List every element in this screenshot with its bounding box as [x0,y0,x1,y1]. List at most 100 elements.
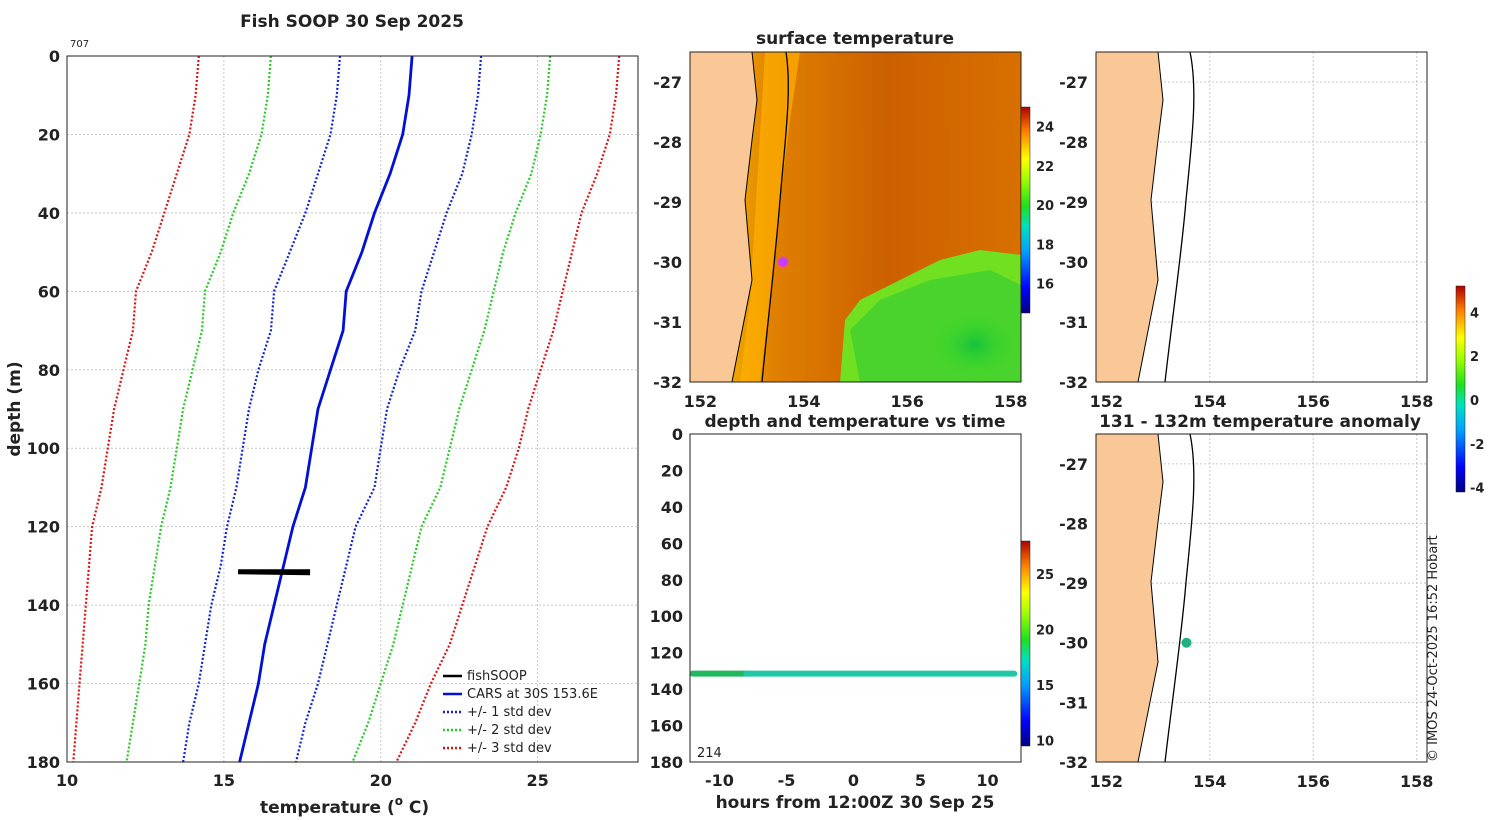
timeseries-corner-label: 214 [697,746,722,761]
y-tick-label: 20 [38,125,60,144]
colorbar-tick-label: 20 [1036,199,1054,214]
lat-tick-label: -31 [653,313,682,332]
lat-tick-label: -30 [1059,253,1088,272]
xlabel-end: C) [403,798,429,818]
series-line-minus1 [182,55,342,763]
lat-tick-label: -29 [1059,574,1088,593]
depth-tick-label: 180 [650,753,683,772]
lat-tick-label: -31 [1059,693,1088,712]
y-tick-label: 120 [27,518,60,537]
xlabel-text: temperature ( [260,798,395,818]
lon-tick-label: 152 [1090,772,1123,791]
lat-tick-label: -28 [1059,133,1088,152]
colorbar-tick-label: 25 [1036,568,1054,583]
profile-chart: Fish SOOP 30 Sep 2025 707 10 15 20 25 0 20 40 6… [5,12,639,818]
anomaly-title: 131 - 132m temperature anomaly [1099,412,1421,432]
y-tick-label: 80 [38,361,60,380]
lat-tick-label: -29 [653,193,682,212]
credit-footer: © IMOS 24-Oct-2025 16:52 Hobart [1426,535,1441,762]
timeseries-x-label: hours from 12:00Z 30 Sep 25 [716,793,995,813]
profile-x-label: temperature (o C) [260,794,429,818]
x-tick-label: 25 [526,771,548,790]
legend-std1: +/- 1 std dev [467,705,552,720]
series-line-plus1 [294,55,483,763]
lat-tick-label: -32 [1059,753,1088,772]
lon-tick-label: 158 [1400,772,1433,791]
lat-tick-label: -27 [653,73,682,92]
colorbar-tick-label: 20 [1036,624,1054,639]
lat-tick-label: -32 [653,373,682,392]
depth-tick-label: 0 [672,425,683,444]
map-frame [1095,51,1428,383]
map-top-right: 152 154 156 158 -27 -28 -29 -30 -31 -32 [1059,51,1433,411]
map-shelf-contour [1164,51,1195,383]
x-tick-label: 10 [56,771,78,790]
lon-tick-label: 158 [1400,392,1433,411]
y-tick-label: 60 [38,282,60,301]
lon-tick-label: 158 [994,392,1027,411]
anomaly-colorbar [1455,285,1466,493]
anomaly-map: 131 - 132m temperature anomaly 152 154 156… [1059,285,1484,791]
depth-tick-label: 60 [661,534,683,553]
lat-tick-label: -27 [1059,73,1088,92]
lon-tick-label: 154 [1193,772,1226,791]
series-line-plus2 [351,55,552,763]
x-tick-label: 20 [370,771,392,790]
profile-corner-label: 707 [70,39,89,50]
colorbar-tick-label: 4 [1470,306,1479,321]
depth-tick-label: 40 [661,498,683,517]
lat-tick-label: -31 [1059,313,1088,332]
colorbar-tick-label: 22 [1036,160,1054,175]
lon-tick-label: 152 [684,392,717,411]
lon-tick-label: 156 [1297,772,1330,791]
sst-field [690,52,1021,382]
y-tick-label: 160 [27,675,60,694]
timeseries-colorbar [1020,540,1031,747]
surface-title: surface temperature [756,29,954,49]
y-tick-label: 0 [49,47,60,66]
colorbar-tick-label: -4 [1470,482,1484,497]
sst-shelf-contour [761,52,789,382]
colorbar-tick-label: 15 [1036,679,1054,694]
legend-std2: +/- 2 std dev [467,723,552,738]
series-line-plus3 [395,55,621,763]
lon-tick-label: 154 [1193,392,1226,411]
depth-tick-label: 20 [661,461,683,480]
anomaly-frame [1095,433,1428,763]
sst-cold-eddy [930,310,1020,380]
y-tick-label: 180 [27,753,60,772]
y-tick-label: 140 [27,596,60,615]
profile-y-label: depth (m) [5,361,25,456]
depth-tick-label: 160 [650,717,683,736]
lat-tick-label: -30 [653,253,682,272]
time-tick-label: 10 [976,771,998,790]
lat-tick-label: -30 [1059,634,1088,653]
lat-tick-label: -32 [1059,373,1088,392]
lat-tick-label: -29 [1059,193,1088,212]
colorbar-tick-label: 24 [1036,121,1054,136]
profile-frame [66,55,639,763]
lon-tick-label: 154 [787,392,820,411]
lat-tick-label: -27 [1059,455,1088,474]
depth-tick-label: 120 [650,644,683,663]
lat-tick-label: -28 [1059,514,1088,533]
anomaly-point [1181,637,1192,648]
sst-land [690,52,758,382]
legend-fishsoop: fishSOOP [467,669,527,684]
colorbar-tick-label: -2 [1470,438,1484,453]
timeseries-title: depth and temperature vs time [705,412,1006,432]
colorbar-tick-label: 18 [1036,238,1054,253]
surface-colorbar [1020,106,1031,314]
profile-legend: fishSOOP CARS at 30S 153.6E +/- 1 std de… [443,669,598,756]
series-line-cars [238,55,414,763]
timeseries-frame [689,433,1022,763]
y-tick-label: 100 [27,439,60,458]
anomaly-shelf-contour [1164,433,1195,763]
time-tick-label: 0 [848,771,859,790]
colorbar-tick-label: 2 [1470,350,1479,365]
series-line-minus2 [125,55,272,763]
profile-title: Fish SOOP 30 Sep 2025 [240,12,464,32]
depth-tick-label: 140 [650,680,683,699]
time-tick-label: -10 [705,771,734,790]
